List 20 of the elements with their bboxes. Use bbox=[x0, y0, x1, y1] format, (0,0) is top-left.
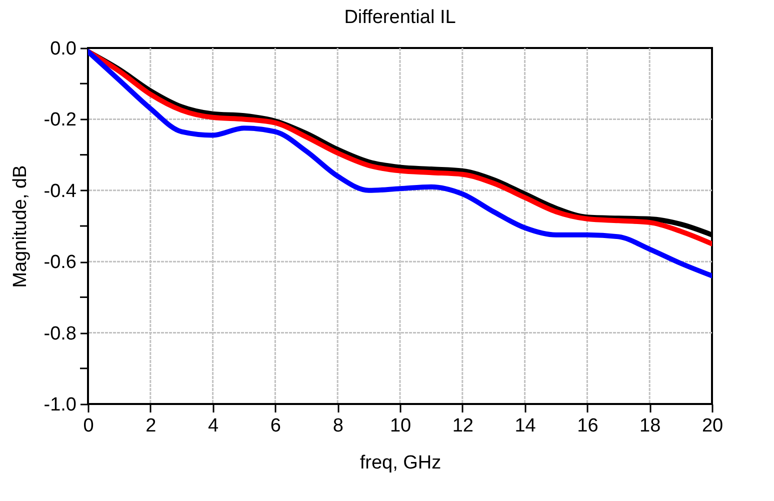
y-tick-label: -0.6 bbox=[44, 252, 76, 274]
x-tick-label: 14 bbox=[514, 416, 536, 436]
y-tick-label: -0.4 bbox=[44, 180, 77, 202]
x-axis-title: freq, GHz bbox=[360, 452, 442, 474]
y-tick-label: -1.0 bbox=[44, 394, 76, 416]
x-tick-label: 12 bbox=[452, 416, 474, 436]
x-tick-label: 10 bbox=[390, 416, 412, 436]
chart-title: Differential IL bbox=[344, 7, 456, 28]
x-tick-label: 20 bbox=[702, 416, 724, 436]
x-tick-label: 8 bbox=[332, 416, 344, 436]
x-tick-label: 6 bbox=[270, 416, 281, 436]
x-tick-label: 18 bbox=[640, 416, 661, 436]
x-tick-label: 0 bbox=[83, 416, 94, 436]
y-tick-label: -0.2 bbox=[44, 110, 76, 131]
x-tick-label: 4 bbox=[208, 416, 220, 436]
y-tick-label: -0.8 bbox=[44, 323, 76, 344]
y-tick-label: 0.0 bbox=[50, 38, 76, 60]
y-axis-title: Magnitude, dB bbox=[10, 165, 31, 288]
x-tick-label: 16 bbox=[577, 416, 598, 436]
x-tick-label: 2 bbox=[146, 416, 156, 436]
